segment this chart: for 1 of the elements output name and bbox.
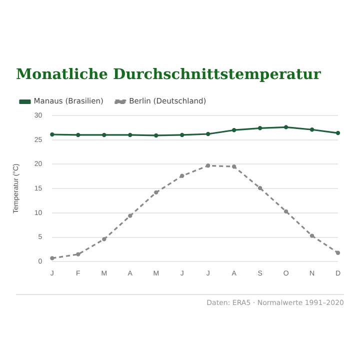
chart-title: Monatliche Durchschnittstemperatur [16, 66, 321, 83]
